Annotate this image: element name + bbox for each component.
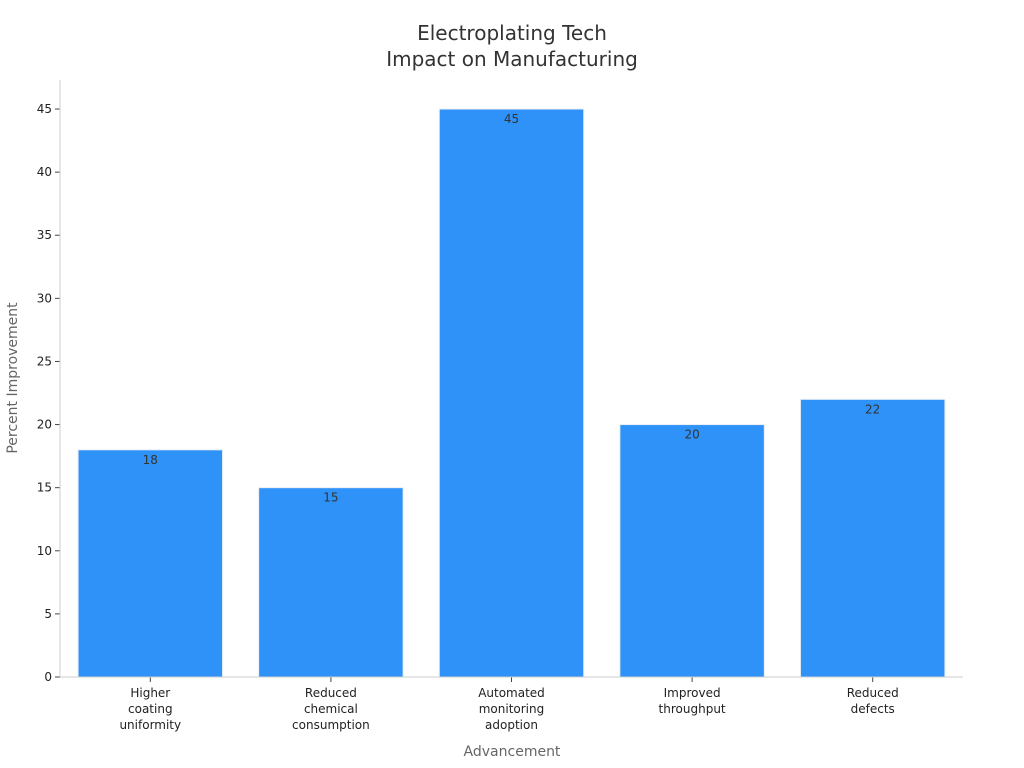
x-tick-label-line: coating (128, 702, 173, 716)
x-tick-label-line: Reduced (847, 686, 899, 700)
x-axis-labels: Higher coating uniformity Reduced chemical co… (119, 677, 899, 732)
data-labels: 18 15 45 20 22 (143, 112, 881, 505)
bar-value-label: 15 (323, 491, 338, 505)
x-tick-label-line: uniformity (119, 718, 181, 732)
y-tick-label: 45 (37, 102, 52, 116)
x-axis-title: Advancement (464, 744, 561, 760)
y-tick-label: 0 (44, 670, 52, 684)
y-tick-label: 30 (37, 291, 52, 305)
chart-title-line-1: Electroplating Tech (417, 21, 607, 45)
x-tick-label: Reduced defects (847, 686, 899, 716)
chart-title-line-2: Impact on Manufacturing (386, 47, 638, 71)
y-tick-label: 40 (37, 165, 52, 179)
bar (258, 487, 404, 678)
x-tick-label-line: adoption (485, 718, 538, 732)
y-tick-label: 5 (44, 607, 52, 621)
bar-value-label: 18 (143, 453, 158, 467)
y-tick-label: 20 (37, 418, 52, 432)
bar-value-label: 20 (684, 428, 699, 442)
x-tick-label: Higher coating uniformity (119, 686, 181, 732)
x-tick-label: Automated monitoring adoption (478, 686, 545, 732)
y-tick-label: 10 (37, 544, 52, 558)
x-tick-label-line: chemical (304, 702, 358, 716)
x-tick-label-line: monitoring (479, 702, 545, 716)
y-axis-title: Percent Improvement (5, 302, 21, 454)
bar (77, 449, 224, 678)
x-tick-label-line: Reduced (305, 686, 357, 700)
y-tick-label: 25 (37, 354, 52, 368)
x-tick-label-line: defects (851, 702, 895, 716)
x-tick-label: Improved throughput (659, 686, 726, 716)
bar (438, 108, 585, 678)
y-tick-label: 15 (37, 481, 52, 495)
x-tick-label-line: Higher (130, 686, 170, 700)
bar (799, 398, 946, 678)
x-tick-label: Reduced chemical consumption (292, 686, 370, 732)
bars (77, 108, 946, 678)
y-axis-ticks: 0 5 10 15 20 25 30 35 40 45 (37, 102, 60, 684)
x-tick-label-line: Automated (478, 686, 545, 700)
x-tick-label-line: Improved (664, 686, 721, 700)
bar-value-label: 22 (865, 402, 880, 416)
x-tick-label-line: consumption (292, 718, 370, 732)
y-tick-label: 35 (37, 228, 52, 242)
bar-value-label: 45 (504, 112, 519, 126)
x-tick-label-line: throughput (659, 702, 726, 716)
bar (619, 424, 765, 678)
